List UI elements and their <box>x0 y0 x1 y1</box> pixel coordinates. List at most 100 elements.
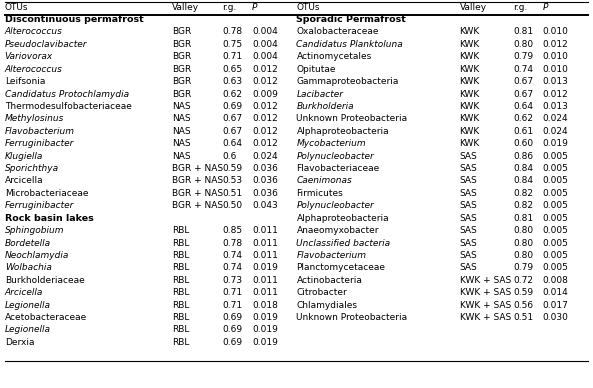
Text: 0.62: 0.62 <box>222 90 243 99</box>
Text: 0.51: 0.51 <box>513 313 533 322</box>
Text: Firmicutes: Firmicutes <box>296 189 343 198</box>
Text: 0.53: 0.53 <box>222 177 243 185</box>
Text: 0.024: 0.024 <box>252 152 278 161</box>
Text: Actinomycetales: Actinomycetales <box>296 52 372 61</box>
Text: BGR: BGR <box>172 52 191 61</box>
Text: Arcicella: Arcicella <box>5 177 43 185</box>
Text: 0.67: 0.67 <box>222 114 243 123</box>
Text: RBL: RBL <box>172 239 189 248</box>
Text: Rock basin lakes: Rock basin lakes <box>5 214 94 223</box>
Text: KWK: KWK <box>460 102 480 111</box>
Text: 0.72: 0.72 <box>513 276 533 285</box>
Text: KWK: KWK <box>460 139 480 148</box>
Text: Chlamydiales: Chlamydiales <box>296 301 358 310</box>
Text: 0.67: 0.67 <box>513 77 533 86</box>
Text: Burkholderia: Burkholderia <box>296 102 354 111</box>
Text: RBL: RBL <box>172 301 189 310</box>
Text: 0.011: 0.011 <box>252 226 278 235</box>
Text: SAS: SAS <box>460 263 477 272</box>
Text: 0.78: 0.78 <box>222 239 243 248</box>
Text: 0.82: 0.82 <box>513 201 533 210</box>
Text: BGR: BGR <box>172 90 191 99</box>
Text: 0.004: 0.004 <box>252 52 278 61</box>
Text: 0.71: 0.71 <box>222 301 243 310</box>
Text: 0.6: 0.6 <box>222 152 237 161</box>
Text: KWK: KWK <box>460 114 480 123</box>
Text: 0.78: 0.78 <box>222 28 243 36</box>
Text: SAS: SAS <box>460 239 477 248</box>
Text: SAS: SAS <box>460 251 477 260</box>
Text: Citrobacter: Citrobacter <box>296 288 347 297</box>
Text: 0.005: 0.005 <box>543 251 569 260</box>
Text: Sporichthya: Sporichthya <box>5 164 59 173</box>
Text: 0.005: 0.005 <box>543 189 569 198</box>
Text: Acetobacteraceae: Acetobacteraceae <box>5 313 87 322</box>
Text: 0.024: 0.024 <box>543 114 568 123</box>
Text: 0.009: 0.009 <box>252 90 278 99</box>
Text: Polynucleobacter: Polynucleobacter <box>296 201 374 210</box>
Text: KWK: KWK <box>460 28 480 36</box>
Text: 0.036: 0.036 <box>252 177 278 185</box>
Text: BGR: BGR <box>172 40 191 49</box>
Text: 0.69: 0.69 <box>222 338 243 347</box>
Text: Discontinuous permafrost: Discontinuous permafrost <box>5 15 144 24</box>
Text: Anaeomyxobacter: Anaeomyxobacter <box>296 226 379 235</box>
Text: 0.74: 0.74 <box>222 251 243 260</box>
Text: Pseudoclavibacter: Pseudoclavibacter <box>5 40 87 49</box>
Text: SAS: SAS <box>460 177 477 185</box>
Text: BGR: BGR <box>172 65 191 74</box>
Text: P: P <box>252 3 257 12</box>
Text: Leifsonia: Leifsonia <box>5 77 45 86</box>
Text: 0.030: 0.030 <box>543 313 569 322</box>
Text: 0.64: 0.64 <box>513 102 533 111</box>
Text: 0.69: 0.69 <box>222 326 243 334</box>
Text: Planctomycetaceae: Planctomycetaceae <box>296 263 385 272</box>
Text: 0.043: 0.043 <box>252 201 278 210</box>
Text: 0.81: 0.81 <box>513 28 533 36</box>
Text: KWK: KWK <box>460 77 480 86</box>
Text: 0.010: 0.010 <box>543 52 569 61</box>
Text: 0.005: 0.005 <box>543 177 569 185</box>
Text: Legionella: Legionella <box>5 326 51 334</box>
Text: Alterococcus: Alterococcus <box>5 28 63 36</box>
Text: 0.80: 0.80 <box>513 40 533 49</box>
Text: 0.011: 0.011 <box>252 251 278 260</box>
Text: 0.012: 0.012 <box>252 102 278 111</box>
Text: 0.012: 0.012 <box>252 139 278 148</box>
Text: OTUs: OTUs <box>296 3 320 12</box>
Text: BGR + NAS: BGR + NAS <box>172 201 223 210</box>
Text: NAS: NAS <box>172 152 190 161</box>
Text: BGR: BGR <box>172 28 191 36</box>
Text: SAS: SAS <box>460 201 477 210</box>
Text: 0.005: 0.005 <box>543 164 569 173</box>
Text: Lacibacter: Lacibacter <box>296 90 343 99</box>
Text: 0.012: 0.012 <box>252 127 278 136</box>
Text: Opitutae: Opitutae <box>296 65 336 74</box>
Text: Gammaproteobacteria: Gammaproteobacteria <box>296 77 399 86</box>
Text: 0.63: 0.63 <box>222 77 243 86</box>
Text: r.g.: r.g. <box>513 3 527 12</box>
Text: BGR + NAS: BGR + NAS <box>172 164 223 173</box>
Text: Microbacteriaceae: Microbacteriaceae <box>5 189 88 198</box>
Text: P: P <box>543 3 548 12</box>
Text: 0.56: 0.56 <box>513 301 533 310</box>
Text: RBL: RBL <box>172 276 189 285</box>
Text: 0.61: 0.61 <box>513 127 533 136</box>
Text: 0.012: 0.012 <box>543 90 568 99</box>
Text: 0.019: 0.019 <box>543 139 569 148</box>
Text: Derxia: Derxia <box>5 338 34 347</box>
Text: 0.005: 0.005 <box>543 201 569 210</box>
Text: Polynucleobacter: Polynucleobacter <box>296 152 374 161</box>
Text: 0.62: 0.62 <box>513 114 533 123</box>
Text: 0.004: 0.004 <box>252 40 278 49</box>
Text: SAS: SAS <box>460 189 477 198</box>
Text: 0.012: 0.012 <box>252 77 278 86</box>
Text: KWK: KWK <box>460 90 480 99</box>
Text: Actinobacteria: Actinobacteria <box>296 276 362 285</box>
Text: 0.013: 0.013 <box>543 77 569 86</box>
Text: NAS: NAS <box>172 114 190 123</box>
Text: SAS: SAS <box>460 214 477 223</box>
Text: KWK + SAS: KWK + SAS <box>460 288 511 297</box>
Text: 0.011: 0.011 <box>252 276 278 285</box>
Text: Candidatus Planktoluna: Candidatus Planktoluna <box>296 40 403 49</box>
